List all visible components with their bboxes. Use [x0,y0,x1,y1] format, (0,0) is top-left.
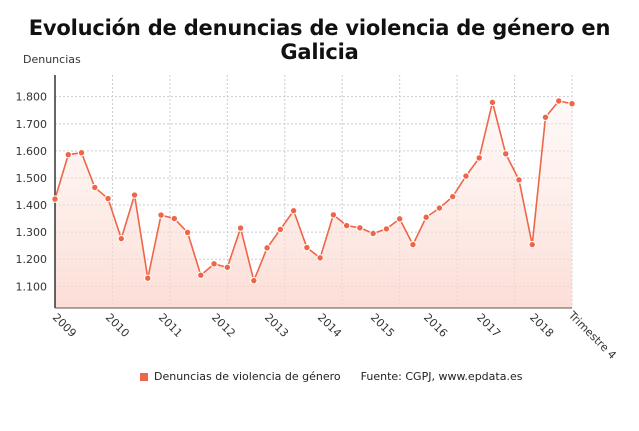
chart-title: Evolución de denuncias de violencia de g… [28,16,611,64]
data-point [329,211,338,219]
data-point [250,276,258,285]
data-point [395,215,404,223]
x-tick-label: 2011 [156,311,185,340]
x-tick-label: 2014 [315,311,344,340]
x-tick-label: 2017 [474,311,503,340]
data-point [382,225,391,233]
data-point [144,274,152,282]
data-point [448,192,457,201]
data-point [236,224,245,232]
data-point [303,243,311,252]
data-point [369,229,377,238]
data-point [462,172,470,180]
data-point [91,183,99,192]
data-point [104,194,112,203]
data-point [342,221,351,230]
y-tick-label: 1.300 [16,226,48,239]
x-tick-label: 2015 [368,311,397,340]
data-point [183,228,192,237]
data-point [409,240,417,249]
data-point [130,191,139,199]
data-point [77,149,86,157]
x-tick-label: 2013 [262,311,291,340]
data-point [356,224,364,232]
x-tick-label: 2009 [50,311,79,340]
x-tick-label: 2018 [527,311,556,340]
data-point [276,225,285,234]
x-axis-label: Trimestre 4 [565,308,619,362]
y-tick-label: 1.800 [16,91,48,104]
source-text: Fuente: CGPJ, www.epdata.es [360,370,523,383]
data-point [117,234,125,243]
x-tick-label: 2016 [421,311,450,340]
data-point [515,176,523,184]
data-point [316,254,324,262]
area-fill [55,101,572,308]
legend-label: Denuncias de violencia de género [154,370,341,383]
legend: Denuncias de violencia de género Fuente:… [140,370,522,383]
x-tick-label: 2010 [103,311,132,340]
data-point [555,97,563,105]
data-point [528,240,536,249]
data-point [157,211,165,219]
y-tick-label: 1.400 [16,199,48,212]
data-point [289,207,298,215]
data-point [170,214,179,223]
data-point [223,263,232,272]
data-point [502,150,510,158]
data-point [64,150,72,159]
data-point [435,204,444,212]
y-tick-label: 1.200 [16,253,48,266]
data-point [263,244,271,252]
data-point [210,260,218,268]
data-point [51,195,59,203]
data-point [488,98,497,107]
data-point [475,154,483,162]
y-tick-label: 1.500 [16,172,48,185]
data-point [568,100,576,108]
data-point [422,213,430,221]
y-axis-label: Denuncias [23,53,81,66]
y-tick-label: 1.100 [16,280,48,293]
data-point [541,113,550,121]
data-point [197,271,205,279]
series-line [54,100,573,284]
y-tick-label: 1.700 [16,118,48,131]
legend-swatch [140,372,148,381]
x-tick-label: 2012 [209,311,238,340]
y-tick-label: 1.600 [16,145,48,158]
